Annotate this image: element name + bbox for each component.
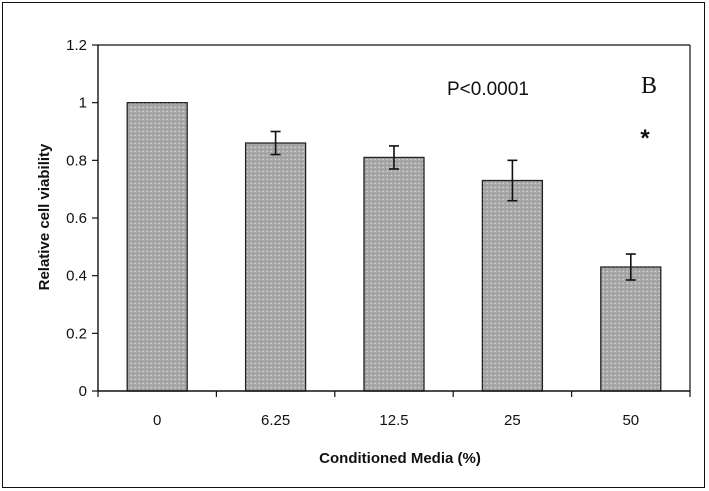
- error-bar-50: [625, 253, 636, 281]
- x-axis-title: Conditioned Media (%): [319, 450, 481, 467]
- y-tick-label: 0.4: [66, 268, 87, 285]
- p-value-annotation: P<0.0001: [447, 79, 529, 100]
- y-tick-label: 0.8: [66, 152, 87, 169]
- x-tick-label: 6.25: [261, 412, 290, 429]
- bar-6.25: [244, 142, 307, 392]
- x-tick-label: 0: [153, 412, 161, 429]
- y-tick-label: 0.2: [66, 325, 87, 342]
- x-ticks-group: 0 6.25 12.5 25 50: [97, 391, 691, 429]
- bar-12.5: [363, 156, 425, 392]
- y-tick-label: 1.2: [66, 37, 87, 54]
- y-tick-label: 0: [79, 383, 87, 400]
- significance-marker: *: [640, 125, 650, 152]
- bar-50: [600, 266, 662, 392]
- x-tick-label: 50: [622, 412, 639, 429]
- error-bar-25: [507, 159, 518, 202]
- x-tick-label: 12.5: [379, 412, 408, 429]
- y-tick-label: 0.6: [66, 210, 87, 227]
- bar-25: [481, 179, 544, 392]
- y-axis-title: Relative cell viability: [36, 143, 53, 290]
- error-bar-6.25: [270, 130, 281, 156]
- error-bar-12.5: [389, 145, 399, 170]
- y-tick-label: 1: [79, 95, 87, 112]
- error-bars-group: [270, 130, 636, 281]
- bar-0: [126, 102, 188, 392]
- x-tick-label: 25: [504, 412, 521, 429]
- y-ticks-group: 0 0.2 0.4 0.6 0.8 1 1.2: [66, 37, 98, 400]
- bar-chart: 0 0.2 0.4 0.6 0.8 1 1.2 0 6.25 12.5 25 50 Relative…: [36, 37, 691, 467]
- panel-label: B: [641, 73, 657, 99]
